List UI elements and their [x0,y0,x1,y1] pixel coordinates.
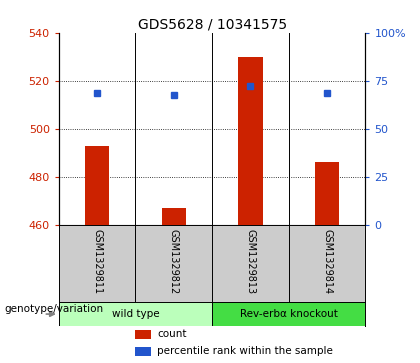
Bar [135,347,151,356]
Text: Rev-erbα knockout: Rev-erbα knockout [240,309,338,319]
Bar [135,330,151,339]
Bar [85,146,109,225]
Text: GSM1329811: GSM1329811 [92,229,102,294]
Text: genotype/variation: genotype/variation [4,304,103,314]
Text: percentile rank within the sample: percentile rank within the sample [157,346,333,356]
Text: GSM1329814: GSM1329814 [322,229,332,294]
Text: count: count [157,329,186,339]
Text: GSM1329813: GSM1329813 [245,229,255,294]
Bar [212,302,365,326]
Bar [238,57,262,225]
Title: GDS5628 / 10341575: GDS5628 / 10341575 [137,17,287,32]
Text: GSM1329812: GSM1329812 [169,229,179,294]
Bar [315,162,339,225]
Bar [162,208,186,225]
Bar [59,302,212,326]
Text: wild type: wild type [112,309,159,319]
